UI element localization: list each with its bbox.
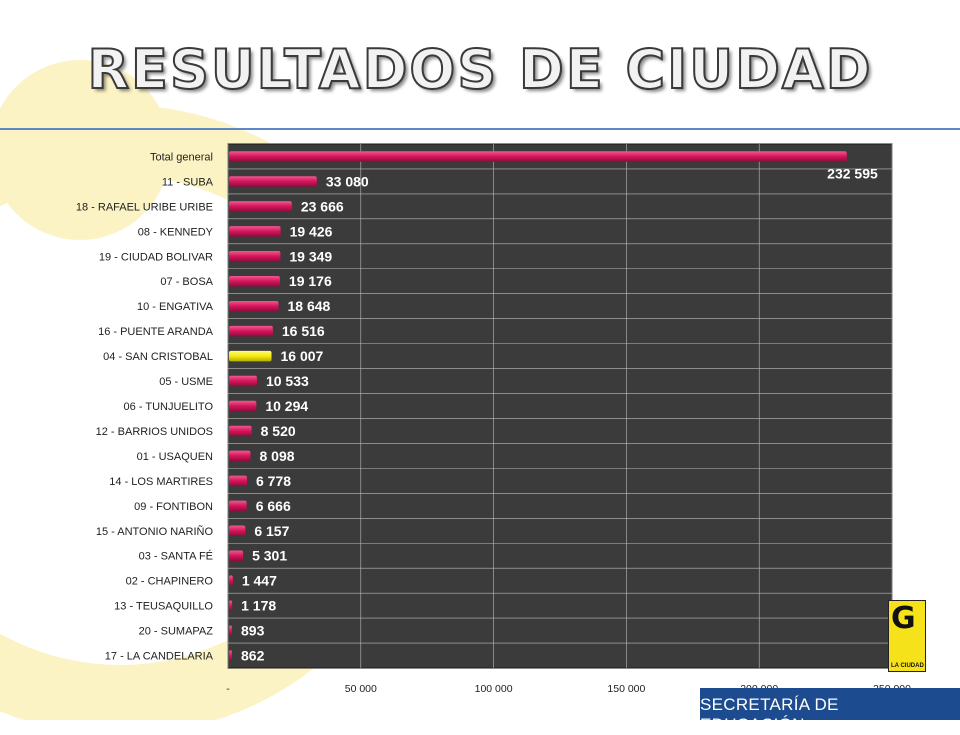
x-tick-label: 150 000 [607, 683, 645, 695]
category-label: 08 - KENNEDY [138, 226, 214, 238]
category-label: 07 - BOSA [160, 276, 213, 288]
bar-value-label: 1 178 [241, 598, 276, 614]
bar-value-label: 10 294 [265, 398, 308, 414]
category-label: 11 - SUBA [162, 176, 214, 188]
category-label: 17 - LA CANDELARIA [105, 651, 214, 663]
bar-value-label: 862 [241, 648, 265, 664]
bar-value-label: 19 426 [290, 223, 333, 239]
bar [229, 575, 233, 586]
category-label: 13 - TEUSAQUILLO [114, 601, 213, 613]
bar [229, 300, 279, 312]
x-tick-label: 100 000 [475, 683, 513, 695]
bogota-logo: G LA CIUDAD [888, 600, 926, 672]
category-label: 20 - SUMAPAZ [139, 626, 214, 638]
bar-value-label: 10 533 [266, 373, 309, 389]
category-label: 01 - USAQUEN [137, 451, 213, 463]
bars: 232 595 33 080 23 666 19 426 19 349 19 176 18 … [229, 151, 878, 664]
decor-blob [0, 60, 170, 240]
bar [229, 475, 248, 487]
bar [229, 425, 252, 437]
bar-value-label: 23 666 [301, 198, 344, 214]
bar-value-label: 16 007 [281, 348, 324, 364]
category-label: 10 - ENGATIVA [137, 301, 214, 313]
logo-letter: G [891, 601, 916, 636]
category-label: 18 - RAFAEL URIBE URIBE [76, 201, 213, 213]
bar-value-label: 19 176 [289, 273, 332, 289]
category-label: 14 - LOS MARTIRES [109, 476, 213, 488]
bar-value-label: 6 666 [256, 498, 291, 514]
category-label: Total general [150, 151, 213, 163]
category-label: 05 - USME [159, 376, 213, 388]
x-tick-label: 50 000 [345, 683, 377, 695]
bar-value-label: 893 [241, 623, 265, 639]
bar [229, 176, 317, 187]
category-label: 06 - TUNJUELITO [124, 401, 214, 413]
bar [229, 226, 281, 237]
category-label: 16 - PUENTE ARANDA [98, 326, 214, 338]
gridlines [227, 144, 893, 668]
category-label: 15 - ANTONIO NARIÑO [96, 525, 214, 538]
title-divider [0, 128, 960, 130]
bar-value-label: 8 098 [260, 448, 295, 464]
bar [229, 625, 232, 636]
bar-value-label: 6 157 [254, 523, 289, 539]
category-label: 02 - CHAPINERO [126, 576, 214, 588]
bar [229, 400, 257, 412]
bar-value-label: 8 520 [261, 423, 296, 439]
bar-value-label: 6 778 [256, 473, 291, 489]
bar [229, 375, 257, 387]
bar-value-label: 16 516 [282, 323, 325, 339]
category-labels: Total general 11 - SUBA 18 - RAFAEL URIBE … [76, 151, 214, 662]
bar [229, 525, 246, 537]
bar-chart: 232 595 33 080 23 666 19 426 19 349 19 176 18 … [76, 143, 911, 695]
bar-value-label: 1 447 [242, 573, 277, 589]
page-title: RESULTADOS DE CIUDAD [86, 37, 873, 102]
bar [229, 325, 273, 337]
logo-subtitle: LA CIUDAD [891, 663, 924, 669]
bar-value-label: 33 080 [326, 173, 369, 189]
plot-background [227, 143, 893, 669]
bar [229, 275, 280, 287]
category-label: 04 - SAN CRISTOBAL [103, 351, 213, 363]
x-tick-label: - [226, 683, 230, 695]
bar [229, 450, 251, 462]
bar [229, 201, 292, 212]
category-label: 03 - SANTA FÉ [139, 550, 213, 563]
bar-highlight [229, 350, 272, 362]
bar [229, 550, 244, 561]
bar [229, 500, 247, 512]
bar [229, 650, 232, 661]
footer-band: SECRETARÍA DE EDUCACIÓN [700, 688, 960, 734]
bar-value-label: 232 595 [827, 165, 878, 181]
bar [229, 151, 847, 162]
bar [229, 600, 233, 611]
footer-label: SECRETARÍA DE EDUCACIÓN [700, 695, 839, 734]
bar-value-label: 5 301 [252, 548, 287, 564]
bar-value-label: 18 648 [288, 298, 331, 314]
bar-value-label: 19 349 [289, 248, 332, 264]
category-label: 19 - CIUDAD BOLIVAR [99, 251, 213, 263]
category-label: 12 - BARRIOS UNIDOS [96, 426, 213, 438]
category-label: 09 - FONTIBON [134, 501, 213, 513]
bar [229, 251, 281, 262]
